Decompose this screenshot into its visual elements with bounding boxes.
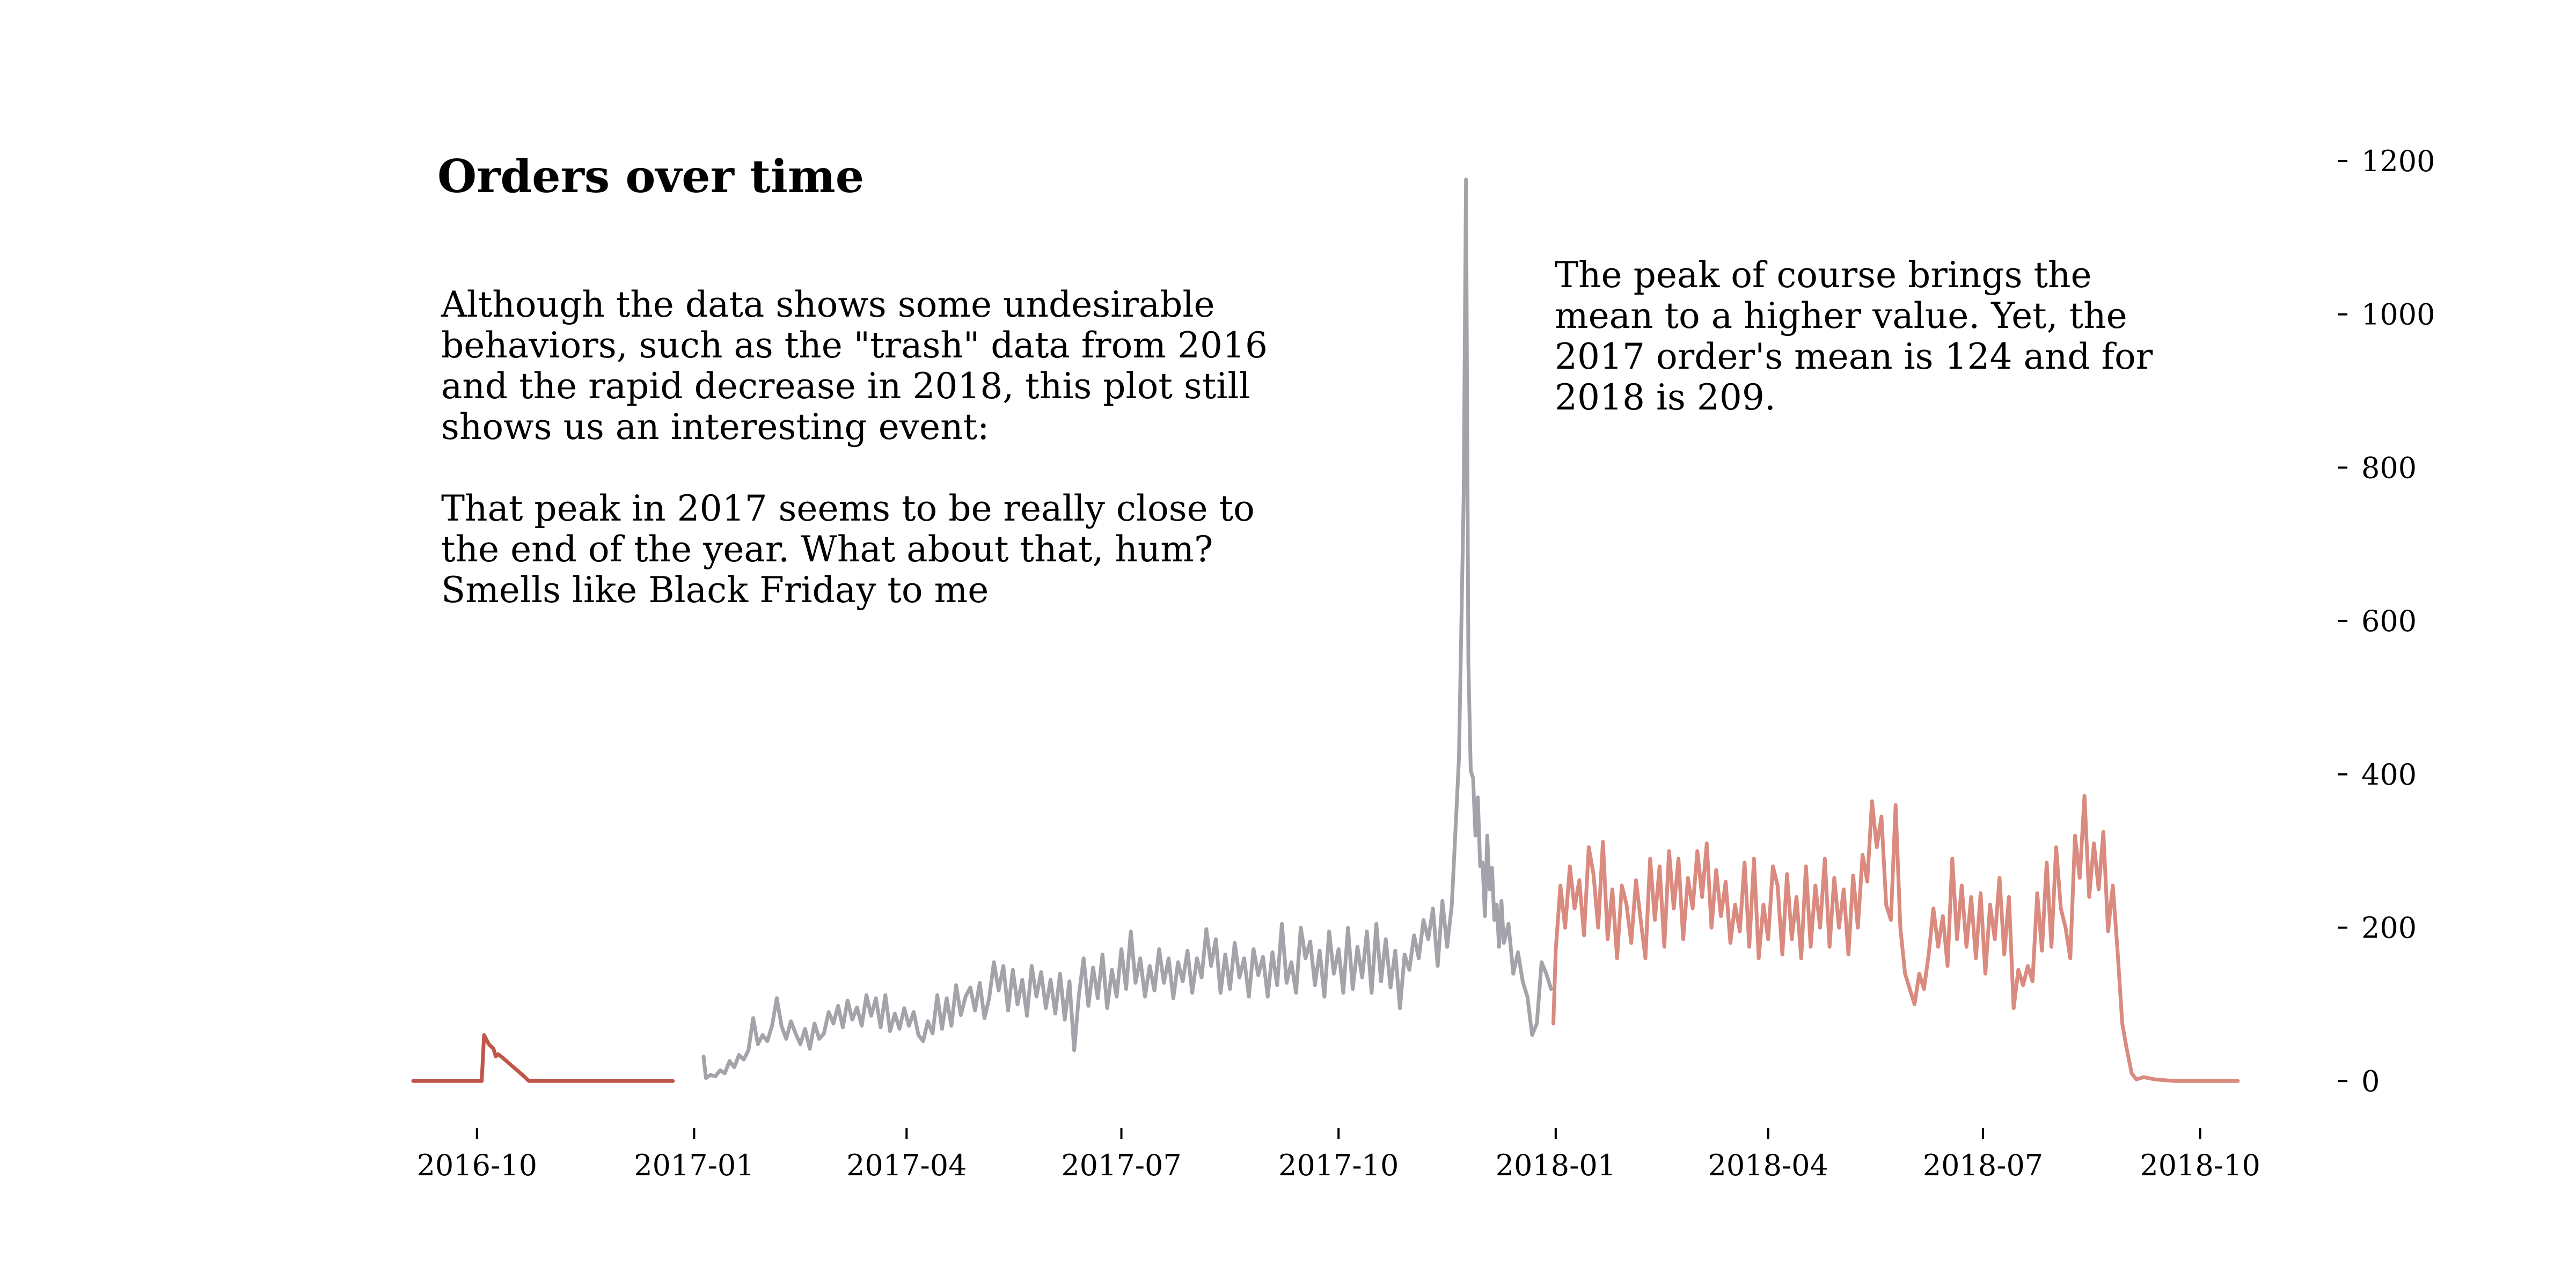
orders-2018-line <box>1552 794 2240 1083</box>
y-tick-label: 200 <box>2361 911 2417 945</box>
y-tick-label: 1000 <box>2361 298 2435 332</box>
annotation-line: 2018 is 209. <box>1555 377 1776 418</box>
x-tick-label: 2017-07 <box>1061 1148 1181 1182</box>
x-tick-label: 2016-10 <box>417 1148 537 1182</box>
annotation-line: the end of the year. What about that, hu… <box>441 529 1213 570</box>
annotation-line: shows us an interesting event: <box>441 406 989 448</box>
y-tick-label: 0 <box>2361 1064 2380 1098</box>
y-tick-label: 600 <box>2361 604 2417 638</box>
annotation-line: and the rapid decrease in 2018, this plo… <box>441 365 1250 407</box>
x-tick-label: 2017-10 <box>1278 1148 1399 1182</box>
x-axis: 2016-10 2017-01 2017-04 2017-07 2017-10 2018-… <box>417 1128 2260 1182</box>
y-tick-label: 400 <box>2361 758 2417 792</box>
chart-title: Orders over time <box>437 150 864 203</box>
orders-2016-line <box>411 1033 675 1083</box>
annotation-line: Although the data shows some undesirable <box>441 284 1215 325</box>
annotation-line: mean to a higher value. Yet, the <box>1555 295 2127 336</box>
annotation-line: That peak in 2017 seems to be really clo… <box>441 488 1255 529</box>
x-tick-label: 2018-04 <box>1708 1148 1828 1182</box>
annotation-line: Smells like Black Friday to me <box>441 569 989 611</box>
left-note: Although the data shows some undesirable… <box>441 284 1268 611</box>
x-tick-label: 2017-01 <box>634 1148 754 1182</box>
y-axis: 0 200 400 600 800 1000 1200 <box>2338 144 2435 1098</box>
x-tick-label: 2017-04 <box>846 1148 967 1182</box>
annotation-line: 2017 order's mean is 124 and for <box>1555 336 2153 377</box>
annotation-line: The peak of course brings the <box>1555 254 2092 296</box>
x-tick-label: 2018-01 <box>1496 1148 1616 1182</box>
series-layer <box>411 177 2240 1083</box>
x-tick-label: 2018-07 <box>1923 1148 2043 1182</box>
x-tick-label: 2018-10 <box>2140 1148 2260 1182</box>
annotations: Although the data shows some undesirable… <box>441 254 2153 611</box>
y-tick-label: 800 <box>2361 451 2417 485</box>
y-tick-label: 1200 <box>2361 144 2435 178</box>
orders-2017-line <box>701 177 1553 1080</box>
annotation-line: behaviors, such as the "trash" data from… <box>441 325 1268 366</box>
